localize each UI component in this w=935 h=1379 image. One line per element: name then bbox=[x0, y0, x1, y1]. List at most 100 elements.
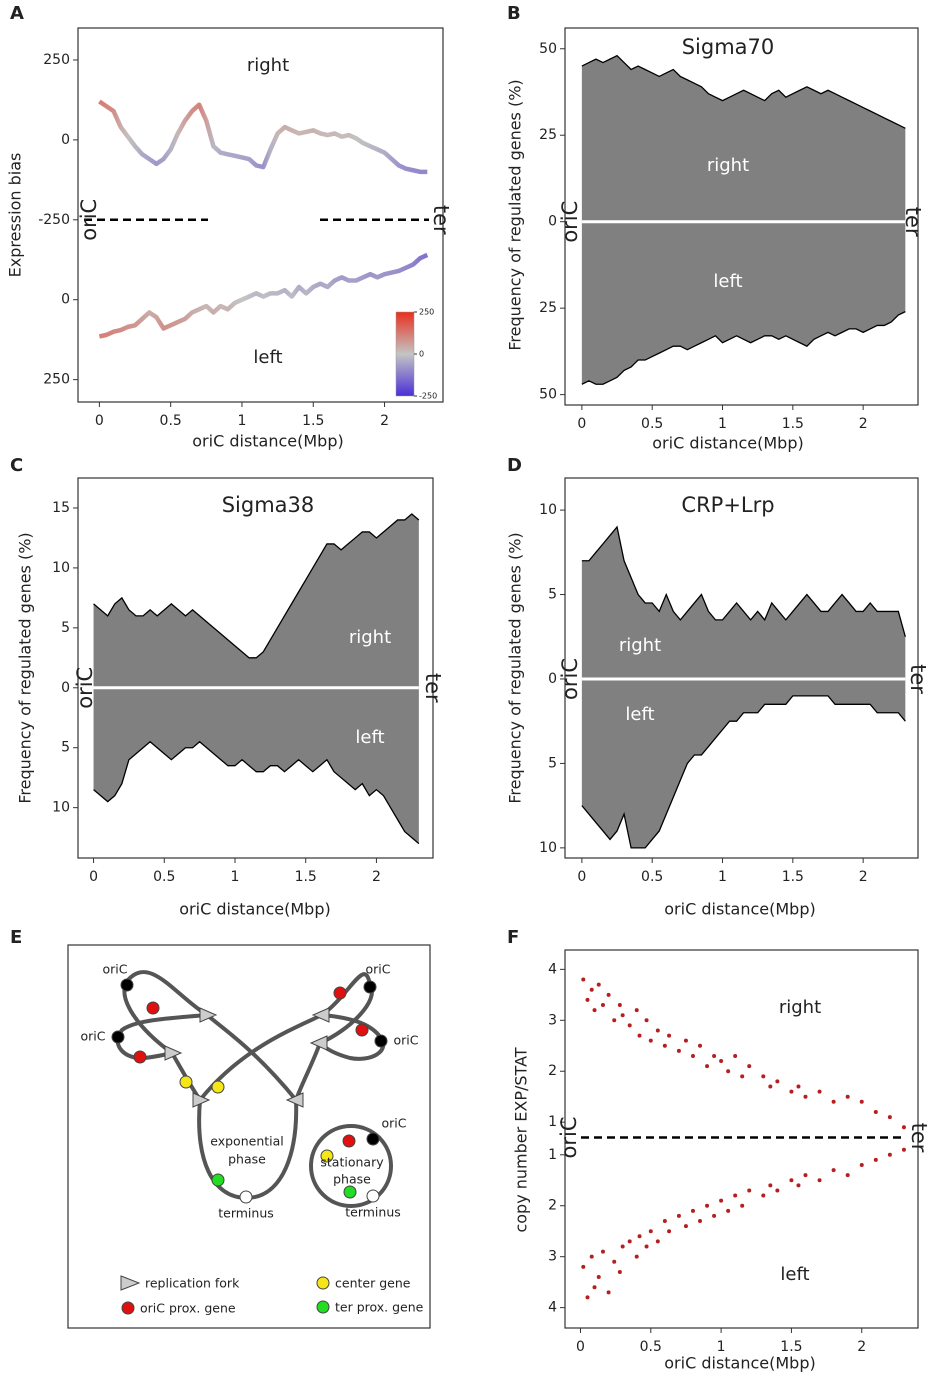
legend-label: center gene bbox=[335, 1276, 411, 1291]
x-tick-label: 0.5 bbox=[160, 413, 182, 429]
point bbox=[726, 1208, 731, 1213]
x-tick-label: 1.5 bbox=[302, 413, 324, 429]
panel: F 0 0.5 1 1.5 2 1 2 3 4 1 2 3 4 right left oriC ter oriC d… bbox=[507, 927, 931, 1373]
x-tick-label: 1.5 bbox=[295, 869, 317, 885]
annotation: left bbox=[713, 271, 742, 292]
area-outline bbox=[581, 54, 906, 129]
y-tick-label: 5 bbox=[61, 740, 70, 756]
annotation: right bbox=[247, 55, 289, 76]
x-tick-label: 1 bbox=[718, 416, 727, 432]
annotation: ter bbox=[901, 207, 925, 237]
point bbox=[644, 1244, 649, 1249]
annotation: ter bbox=[906, 664, 930, 694]
panel-letter: A bbox=[10, 3, 24, 24]
panel-letter: F bbox=[507, 927, 519, 948]
x-tick-label: 1 bbox=[718, 869, 727, 885]
point bbox=[634, 1254, 639, 1259]
annotation: left bbox=[355, 727, 384, 748]
y-tick-label: 5 bbox=[548, 587, 557, 603]
annotation: oriC bbox=[558, 658, 582, 700]
point bbox=[712, 1213, 717, 1218]
x-axis-label: oriC distance(Mbp) bbox=[192, 432, 343, 451]
point bbox=[775, 1079, 780, 1084]
point bbox=[747, 1188, 752, 1193]
point bbox=[581, 977, 586, 982]
annotation: oriC bbox=[77, 199, 101, 241]
annotation: ter bbox=[421, 673, 445, 703]
point bbox=[803, 1094, 808, 1099]
plot-box bbox=[564, 477, 919, 859]
point bbox=[592, 1008, 597, 1013]
y-tick-label: 0 bbox=[61, 132, 70, 148]
x-tick-label: 2 bbox=[859, 416, 868, 432]
point bbox=[655, 1028, 660, 1033]
point bbox=[612, 1018, 617, 1023]
point bbox=[690, 1053, 695, 1058]
point bbox=[845, 1173, 850, 1178]
y-tick-label: 3 bbox=[548, 1012, 557, 1028]
x-axis-label: oriC distance(Mbp) bbox=[664, 900, 815, 919]
chart-title: Sigma70 bbox=[682, 35, 775, 59]
point bbox=[667, 1229, 672, 1234]
point bbox=[676, 1048, 681, 1053]
point bbox=[581, 1264, 586, 1269]
point bbox=[747, 1064, 752, 1069]
point bbox=[620, 1244, 625, 1249]
area bbox=[581, 526, 906, 679]
point bbox=[637, 1033, 642, 1038]
annotation: right bbox=[349, 627, 391, 648]
y-tick-label: 5 bbox=[548, 755, 557, 771]
point bbox=[796, 1084, 801, 1089]
point bbox=[644, 1018, 649, 1023]
point bbox=[585, 997, 590, 1002]
label: terminus bbox=[218, 1206, 274, 1221]
plot-box bbox=[77, 27, 444, 403]
point bbox=[901, 1125, 906, 1130]
y-tick-label: 250 bbox=[43, 52, 70, 68]
label: oriC bbox=[394, 1033, 419, 1048]
genes bbox=[111, 978, 388, 1315]
point bbox=[667, 1033, 672, 1038]
annotation: oriC bbox=[73, 667, 97, 709]
x-tick-label: 1.5 bbox=[782, 416, 804, 432]
area-outline bbox=[93, 513, 420, 659]
area bbox=[581, 678, 906, 848]
y-tick-label: 10 bbox=[539, 502, 557, 518]
annotation: ter bbox=[429, 205, 453, 235]
area-outline bbox=[93, 740, 420, 845]
plot-box bbox=[564, 949, 919, 1329]
y-tick-label: 0 bbox=[61, 292, 70, 308]
point bbox=[831, 1099, 836, 1104]
y-axis-label: Frequency of regulated genes (%) bbox=[506, 79, 525, 350]
point bbox=[761, 1193, 766, 1198]
point bbox=[683, 1038, 688, 1043]
y-tick-label: 3 bbox=[548, 1249, 557, 1265]
annotation: oriC bbox=[558, 201, 582, 243]
y-tick-label: 0 bbox=[61, 680, 70, 696]
point bbox=[606, 1290, 611, 1295]
point bbox=[768, 1183, 773, 1188]
y-tick-label: 250 bbox=[43, 372, 70, 388]
point bbox=[887, 1115, 892, 1120]
x-axis-label: oriC distance(Mbp) bbox=[652, 434, 803, 453]
label: oriC bbox=[366, 962, 391, 977]
x-tick-label: 2 bbox=[859, 869, 868, 885]
panel: B 0 0.5 1 1.5 2 0 25 50 25 50 Sigma70 right left oriC t… bbox=[506, 3, 926, 453]
label: phase bbox=[228, 1152, 266, 1167]
point bbox=[600, 1249, 605, 1254]
y-tick-label: 2 bbox=[548, 1063, 557, 1079]
point bbox=[627, 1023, 632, 1028]
point bbox=[719, 1059, 724, 1064]
point bbox=[873, 1110, 878, 1114]
label: stationary bbox=[320, 1155, 384, 1170]
y-tick-label: 0 bbox=[548, 214, 557, 230]
point bbox=[726, 1069, 731, 1074]
x-tick-label: 2 bbox=[372, 869, 381, 885]
y-tick-label: 4 bbox=[548, 961, 557, 977]
x-tick-label: 1 bbox=[231, 869, 240, 885]
point bbox=[733, 1193, 738, 1198]
x-tick-label: 2 bbox=[380, 413, 389, 429]
area bbox=[581, 55, 906, 222]
point bbox=[740, 1074, 745, 1079]
point bbox=[789, 1089, 794, 1094]
